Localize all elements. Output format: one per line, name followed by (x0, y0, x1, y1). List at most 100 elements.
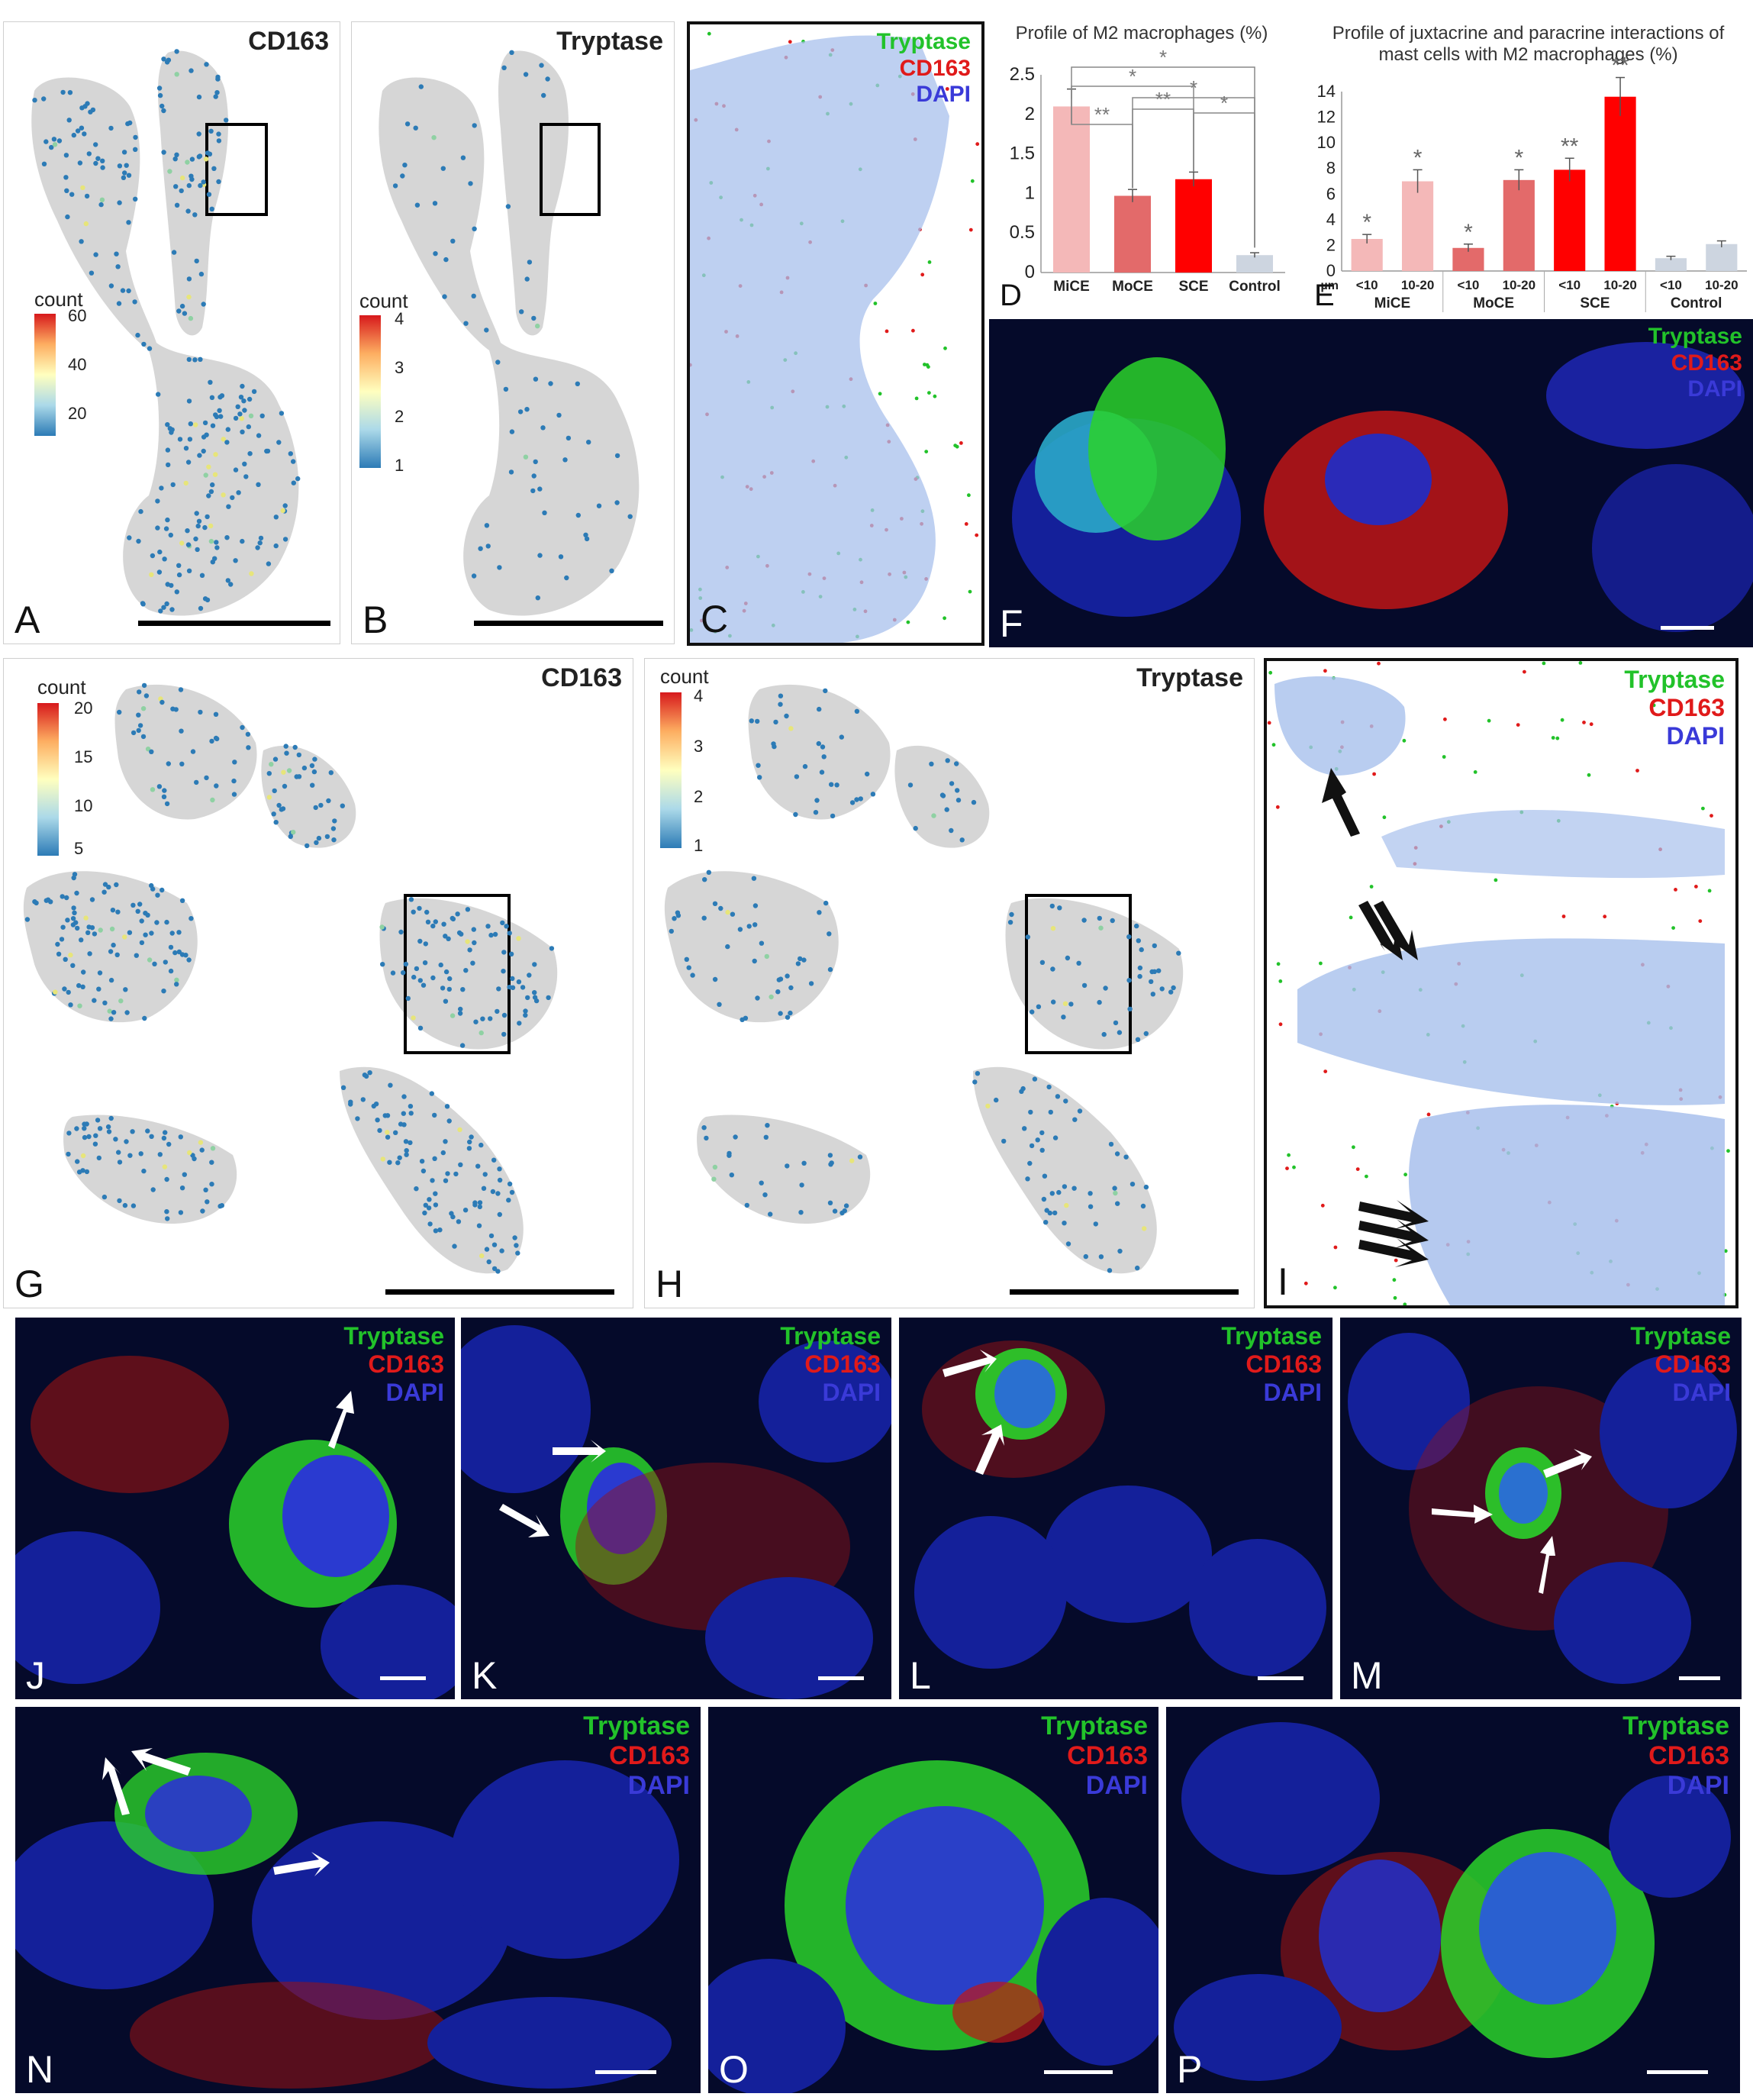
legend-dapi: DAPI (1263, 1378, 1322, 1406)
hexbin-dot (380, 962, 385, 967)
hexbin-dot (1098, 925, 1104, 931)
hexbin-dot (418, 84, 424, 89)
hexbin-dot (127, 535, 132, 540)
hexbin-dot (486, 1259, 491, 1265)
hexbin-dot (248, 413, 254, 418)
hexbin-dot (829, 782, 834, 787)
hexbin-dot (757, 775, 762, 780)
x-tick-label: SCE (1178, 279, 1208, 295)
hexbin-dot (237, 411, 243, 417)
panel-m: Tryptase CD163 DAPI M (1340, 1318, 1742, 1699)
legend-dapi: DAPI (1687, 376, 1742, 402)
panel-k-channel-legend: Tryptase CD163 DAPI (780, 1322, 881, 1406)
cell-dot (925, 363, 930, 367)
hexbin-dot (127, 1153, 133, 1158)
hexbin-dot (126, 288, 131, 294)
hexbin-dot (793, 811, 798, 818)
hexbin-dot (167, 169, 172, 174)
hexbin-dot (192, 1156, 197, 1162)
cell-dot (1365, 1174, 1368, 1179)
legend-cd163: CD163 (368, 1350, 444, 1378)
hexbin-dot (288, 451, 293, 456)
panel-g-colorbar (37, 703, 59, 856)
hexbin-dot (156, 392, 161, 397)
hexbin-dot (82, 131, 87, 137)
hexbin-dot (288, 834, 293, 839)
hexbin-dot (95, 156, 101, 161)
hexbin-dot (199, 573, 205, 578)
hexbin-dot (1117, 1030, 1123, 1035)
hexbin-dot (802, 763, 808, 769)
hexbin-dot (672, 916, 677, 921)
hexbin-dot (414, 966, 420, 972)
hexbin-dot (281, 769, 286, 775)
hexbin-dot (124, 1010, 130, 1015)
hexbin-dot (273, 820, 279, 825)
hexbin-dot (778, 702, 783, 707)
significance-marker: ** (1155, 88, 1171, 111)
hexbin-dot (324, 834, 330, 840)
hexbin-dot (702, 877, 707, 882)
hexbin-dot (954, 761, 959, 766)
hexbin-dot (382, 1113, 388, 1118)
panel-a: CD163 count 60 40 20 A (3, 21, 340, 644)
hexbin-dot (443, 998, 449, 1004)
hexbin-dot (385, 1134, 391, 1140)
hexbin-dot (532, 990, 537, 995)
hexbin-dot (201, 179, 206, 185)
hexbin-dot (1025, 1176, 1030, 1182)
hexbin-dot (828, 1162, 833, 1167)
cell-dot (1726, 1149, 1730, 1153)
hexbin-dot (959, 837, 965, 843)
hexbin-dot (163, 1130, 168, 1135)
hexbin-dot (65, 214, 70, 220)
hexbin-dot (48, 899, 53, 905)
cell-dot (1303, 1281, 1308, 1285)
hexbin-dot (171, 250, 177, 255)
hexbin-dot (944, 807, 949, 812)
hexbin-dot (496, 986, 501, 992)
hexbin-dot (752, 958, 757, 964)
hexbin-dot (762, 1192, 768, 1198)
hexbin-dot (169, 607, 175, 612)
hexbin-dot (471, 927, 476, 932)
hexbin-dot (164, 1209, 169, 1215)
significance-marker: * (1220, 92, 1228, 115)
hexbin-dot (93, 252, 98, 257)
hexbin-dot (202, 524, 208, 531)
hexbin-dot (443, 1139, 448, 1144)
x-tick-label: <10 (1660, 278, 1682, 292)
hexbin-dot (190, 749, 196, 754)
hexbin-dot (221, 437, 226, 442)
x-group-label: SCE (1580, 295, 1610, 311)
hexbin-dot (729, 1173, 734, 1178)
hexbin-dot (1135, 1265, 1140, 1271)
hexbin-dot (201, 434, 207, 440)
hexbin-dot (111, 942, 116, 948)
hexbin-dot (827, 966, 833, 973)
hexbin-dot (482, 1172, 488, 1177)
panel-b: Tryptase count 4 3 2 1 B (351, 21, 675, 644)
hexbin-dot (503, 386, 509, 392)
hexbin-dot (149, 1134, 154, 1139)
hexbin-dot (224, 535, 230, 540)
hexbin-dot (1156, 968, 1162, 973)
hexbin-dot (214, 90, 220, 95)
hexbin-dot (1061, 1015, 1066, 1020)
hexbin-dot (117, 1198, 122, 1204)
hexbin-dot (1050, 966, 1055, 972)
hexbin-dot (230, 495, 235, 501)
hexbin-dot (1135, 1037, 1141, 1042)
hexbin-dot (470, 960, 475, 966)
legend-tryptase: Tryptase (343, 1322, 444, 1350)
hexbin-dot (176, 949, 182, 955)
hexbin-dot (460, 987, 466, 992)
hexbin-dot (255, 545, 260, 550)
hexbin-dot (421, 982, 427, 988)
hexbin-dot (161, 108, 166, 114)
cell-dot (943, 346, 947, 350)
hexbin-dot (92, 998, 97, 1003)
hexbin-dot (440, 985, 446, 991)
hexbin-dot (219, 1203, 224, 1208)
hexbin-dot (422, 1210, 427, 1216)
